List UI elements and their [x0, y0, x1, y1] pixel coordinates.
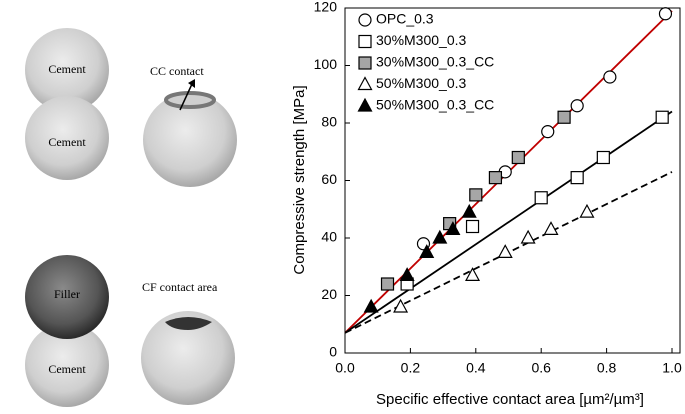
- sphere: [25, 96, 109, 180]
- fit-line: [344, 110, 673, 334]
- x-tick-label: 1.0: [662, 360, 682, 376]
- legend-label: 50%M300_0.3_CC: [376, 97, 494, 113]
- legend-marker: [357, 97, 373, 112]
- y-tick-label: 20: [321, 286, 337, 302]
- sphere: [25, 255, 109, 339]
- y-tick-label: 60: [321, 171, 337, 187]
- marker: [541, 125, 555, 139]
- legend-marker: [358, 34, 372, 49]
- legend-label: 30%M300_0.3_CC: [376, 54, 494, 70]
- marker: [465, 219, 480, 234]
- diagram: Cement Cement CC contact Filler Cement C…: [25, 28, 237, 407]
- marker: [461, 203, 477, 218]
- sphere: [141, 311, 235, 405]
- y-axis-label: Compressive strength [MPa]: [291, 85, 308, 274]
- marker: [445, 221, 461, 235]
- marker: [603, 70, 617, 84]
- marker: [511, 150, 525, 165]
- arrow: [179, 83, 193, 111]
- x-axis-label: Specific effective contact area [µm²/µm³…: [376, 391, 644, 408]
- marker: [534, 191, 548, 205]
- marker: [469, 188, 483, 202]
- x-tick-label: 0.6: [531, 360, 551, 376]
- legend-marker: [358, 13, 372, 27]
- y-tick-label: 120: [314, 0, 338, 15]
- marker: [488, 171, 503, 185]
- sphere-label: Cement: [48, 362, 86, 376]
- marker: [658, 7, 673, 21]
- contact-ring: [164, 91, 216, 109]
- marker: [543, 221, 559, 235]
- marker: [570, 99, 584, 113]
- sphere: [25, 28, 109, 112]
- arrow-head: [188, 79, 195, 88]
- contact-area: [165, 317, 212, 330]
- x-tick-label: 0.4: [466, 360, 486, 376]
- marker: [432, 229, 448, 244]
- marker: [465, 267, 481, 281]
- marker: [557, 110, 571, 124]
- legend-marker: [358, 56, 372, 70]
- marker: [596, 150, 610, 165]
- marker: [399, 267, 415, 281]
- contact-label: CF contact area: [142, 280, 218, 294]
- marker: [380, 277, 395, 291]
- y-tick-label: 80: [321, 114, 337, 130]
- sphere-label: Filler: [54, 287, 80, 301]
- x-tick-label: 0.0: [335, 360, 355, 376]
- y-tick-label: 100: [314, 56, 338, 72]
- y-tick-label: 0: [329, 344, 337, 360]
- legend-label: 50%M300_0.3: [376, 75, 467, 91]
- y-tick-label: 40: [321, 229, 337, 245]
- sphere: [143, 93, 237, 187]
- marker: [570, 171, 584, 185]
- contact-label: CC contact: [150, 64, 204, 78]
- x-tick-label: 0.2: [401, 360, 421, 376]
- marker: [579, 203, 595, 218]
- sphere-label: Cement: [48, 135, 86, 149]
- chart: Compressive strength [MPa] Specific effe…: [291, 0, 682, 408]
- marker: [655, 110, 669, 124]
- marker: [419, 244, 435, 258]
- legend-label: 30%M300_0.3: [376, 32, 467, 48]
- sphere: [25, 323, 109, 407]
- x-tick-label: 0.8: [597, 360, 617, 376]
- sphere-label: Cement: [48, 62, 86, 76]
- legend-marker: [357, 76, 373, 91]
- marker: [497, 244, 513, 258]
- marker: [363, 298, 379, 313]
- marker: [520, 229, 536, 244]
- legend-label: OPC_0.3: [376, 11, 434, 27]
- marker: [393, 298, 409, 313]
